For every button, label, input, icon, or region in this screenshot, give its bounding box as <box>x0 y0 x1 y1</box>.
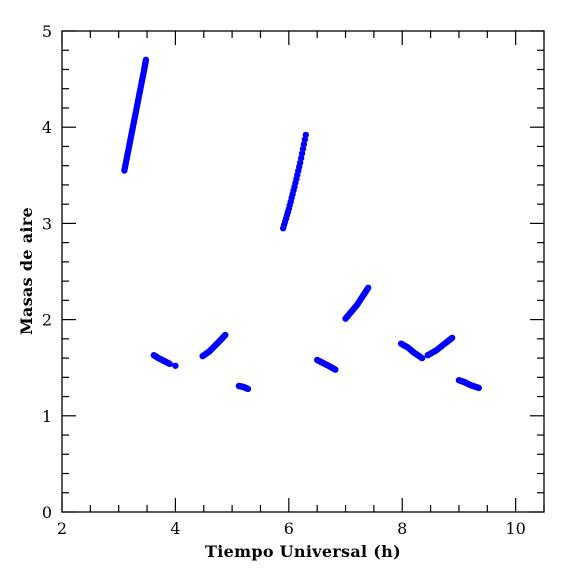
y-axis-title: Masas de aire <box>17 207 36 335</box>
data-point <box>302 131 310 139</box>
data-point <box>365 284 372 292</box>
y-tick-label: 4 <box>42 118 52 137</box>
data-points <box>121 56 482 393</box>
plot-border <box>61 30 545 513</box>
data-point <box>142 56 150 64</box>
axis-ticks <box>61 30 545 513</box>
y-tick-label: 2 <box>42 311 52 330</box>
y-tick-label: 5 <box>42 22 52 41</box>
x-axis-title: Tiempo Universal (h) <box>205 542 401 561</box>
data-point <box>332 366 339 373</box>
tick-labels: 2 4 6 8 10 0 1 2 3 4 5 <box>42 22 526 538</box>
data-point <box>418 354 426 362</box>
x-tick-label: 2 <box>57 519 67 538</box>
data-point <box>222 331 229 339</box>
x-tick-label: 8 <box>397 519 407 538</box>
data-point <box>172 362 179 369</box>
x-tick-label: 4 <box>170 519 180 538</box>
plot-frame <box>61 30 545 513</box>
y-tick-label: 1 <box>42 407 52 426</box>
data-point <box>166 360 173 368</box>
y-tick-label: 3 <box>42 214 52 233</box>
data-point <box>475 384 482 392</box>
y-tick-label: 0 <box>42 503 52 522</box>
x-tick-label: 6 <box>284 519 294 538</box>
data-point <box>448 334 456 342</box>
x-tick-label: 10 <box>505 519 525 538</box>
data-point <box>244 385 252 393</box>
